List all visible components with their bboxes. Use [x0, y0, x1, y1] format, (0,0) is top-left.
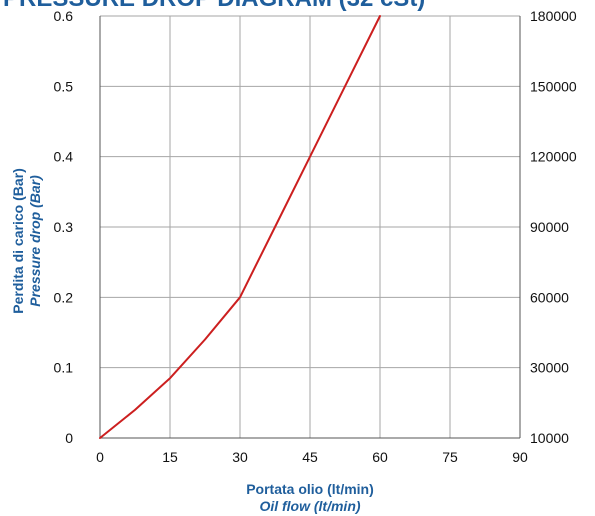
y-tick-label: 0.3: [54, 219, 74, 235]
y2-tick-label: 10000: [530, 430, 569, 446]
tick-labels: 0 15 30 45 60 75 90 0 10000 0.1 30000 0.2 60000 0.3 90…: [54, 8, 577, 465]
x-tick-label: 75: [442, 449, 458, 465]
chart-title: PRESSURE DROP DIAGRAM (32 cSt): [3, 0, 425, 12]
x-tick-label: 45: [302, 449, 318, 465]
y2-tick-label: 60000: [530, 289, 569, 305]
y-tick-label: 0.1: [54, 360, 74, 376]
y2-tick-label: 180000: [530, 8, 577, 24]
series-line: [99, 15, 381, 439]
y-tick-label: 0.5: [54, 78, 74, 94]
x-axis-title: Portata olio (lt/min): [246, 481, 374, 497]
grid: [99, 15, 521, 439]
x-tick-label: 60: [372, 449, 388, 465]
x-tick-label: 0: [96, 449, 104, 465]
y-axis-title: Perdita di carico (Bar): [10, 168, 26, 314]
y2-tick-label: 150000: [530, 78, 577, 94]
y2-tick-label: 90000: [530, 219, 569, 235]
y-axis-subtitle: Pressure drop (Bar): [27, 175, 43, 307]
x-tick-label: 15: [162, 449, 178, 465]
x-tick-label: 30: [232, 449, 248, 465]
y-tick-label: 0: [65, 430, 73, 446]
y2-tick-label: 120000: [530, 149, 577, 165]
y-tick-label: 0.6: [54, 8, 74, 24]
series-lines: [99, 15, 381, 439]
y2-tick-label: 30000: [530, 360, 569, 376]
y-tick-label: 0.4: [54, 149, 74, 165]
x-tick-label: 90: [512, 449, 528, 465]
y-tick-label: 0.2: [54, 289, 74, 305]
x-axis-subtitle: Oil flow (lt/min): [259, 498, 360, 514]
